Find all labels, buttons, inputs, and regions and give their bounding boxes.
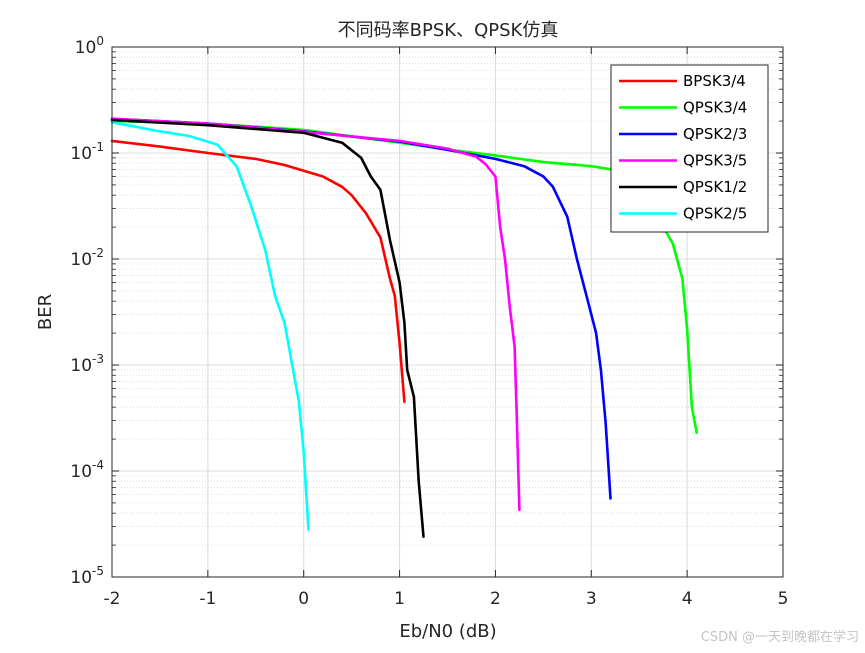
plot-frame (111, 46, 784, 578)
legend-label: QPSK2/3 (683, 125, 747, 143)
series-line (110, 117, 521, 512)
legend-label: QPSK2/5 (683, 205, 747, 223)
x-tick-label: 0 (298, 589, 309, 609)
x-tick-label: 1 (394, 589, 405, 609)
x-tick-label: 4 (682, 589, 693, 609)
x-tick-label: -1 (199, 589, 216, 609)
y-tick-label: 10-3 (70, 352, 104, 376)
x-axis-label: Eb/N0 (dB) (399, 621, 496, 642)
chart-title: 不同码率BPSK、QPSK仿真 (338, 20, 559, 41)
watermark: CSDN @一天到晚都在学习 (700, 630, 859, 645)
legend-label: BPSK3/4 (683, 72, 746, 90)
y-tick-label: 10-5 (70, 564, 104, 588)
x-tick-label: 5 (778, 589, 789, 609)
x-tick-label: 2 (490, 589, 501, 609)
y-tick-label: 100 (75, 34, 104, 58)
legend-label: QPSK3/4 (683, 99, 747, 117)
x-tick-label: -2 (104, 589, 121, 609)
ticks: -2 -1 0 1 2 3 4 5 100 10-1 10-2 10-3 10-4 10-5 (70, 34, 788, 609)
y-tick-label: 10-4 (70, 458, 104, 482)
legend-label: QPSK3/5 (683, 152, 747, 170)
y-axis-label: BER (35, 294, 56, 330)
y-tick-label: 10-1 (70, 140, 104, 164)
series-line (110, 139, 406, 404)
curves (110, 117, 699, 539)
legend-box (610, 64, 769, 233)
legend: BPSK3/4 QPSK3/4 QPSK2/3 QPSK3/5 QPSK1/2 QPSK2… (610, 64, 769, 233)
x-tick-label: 3 (586, 589, 597, 609)
series-line (110, 121, 310, 531)
legend-label: QPSK1/2 (683, 178, 747, 196)
series-line (110, 118, 425, 539)
y-tick-label: 10-2 (70, 246, 104, 270)
